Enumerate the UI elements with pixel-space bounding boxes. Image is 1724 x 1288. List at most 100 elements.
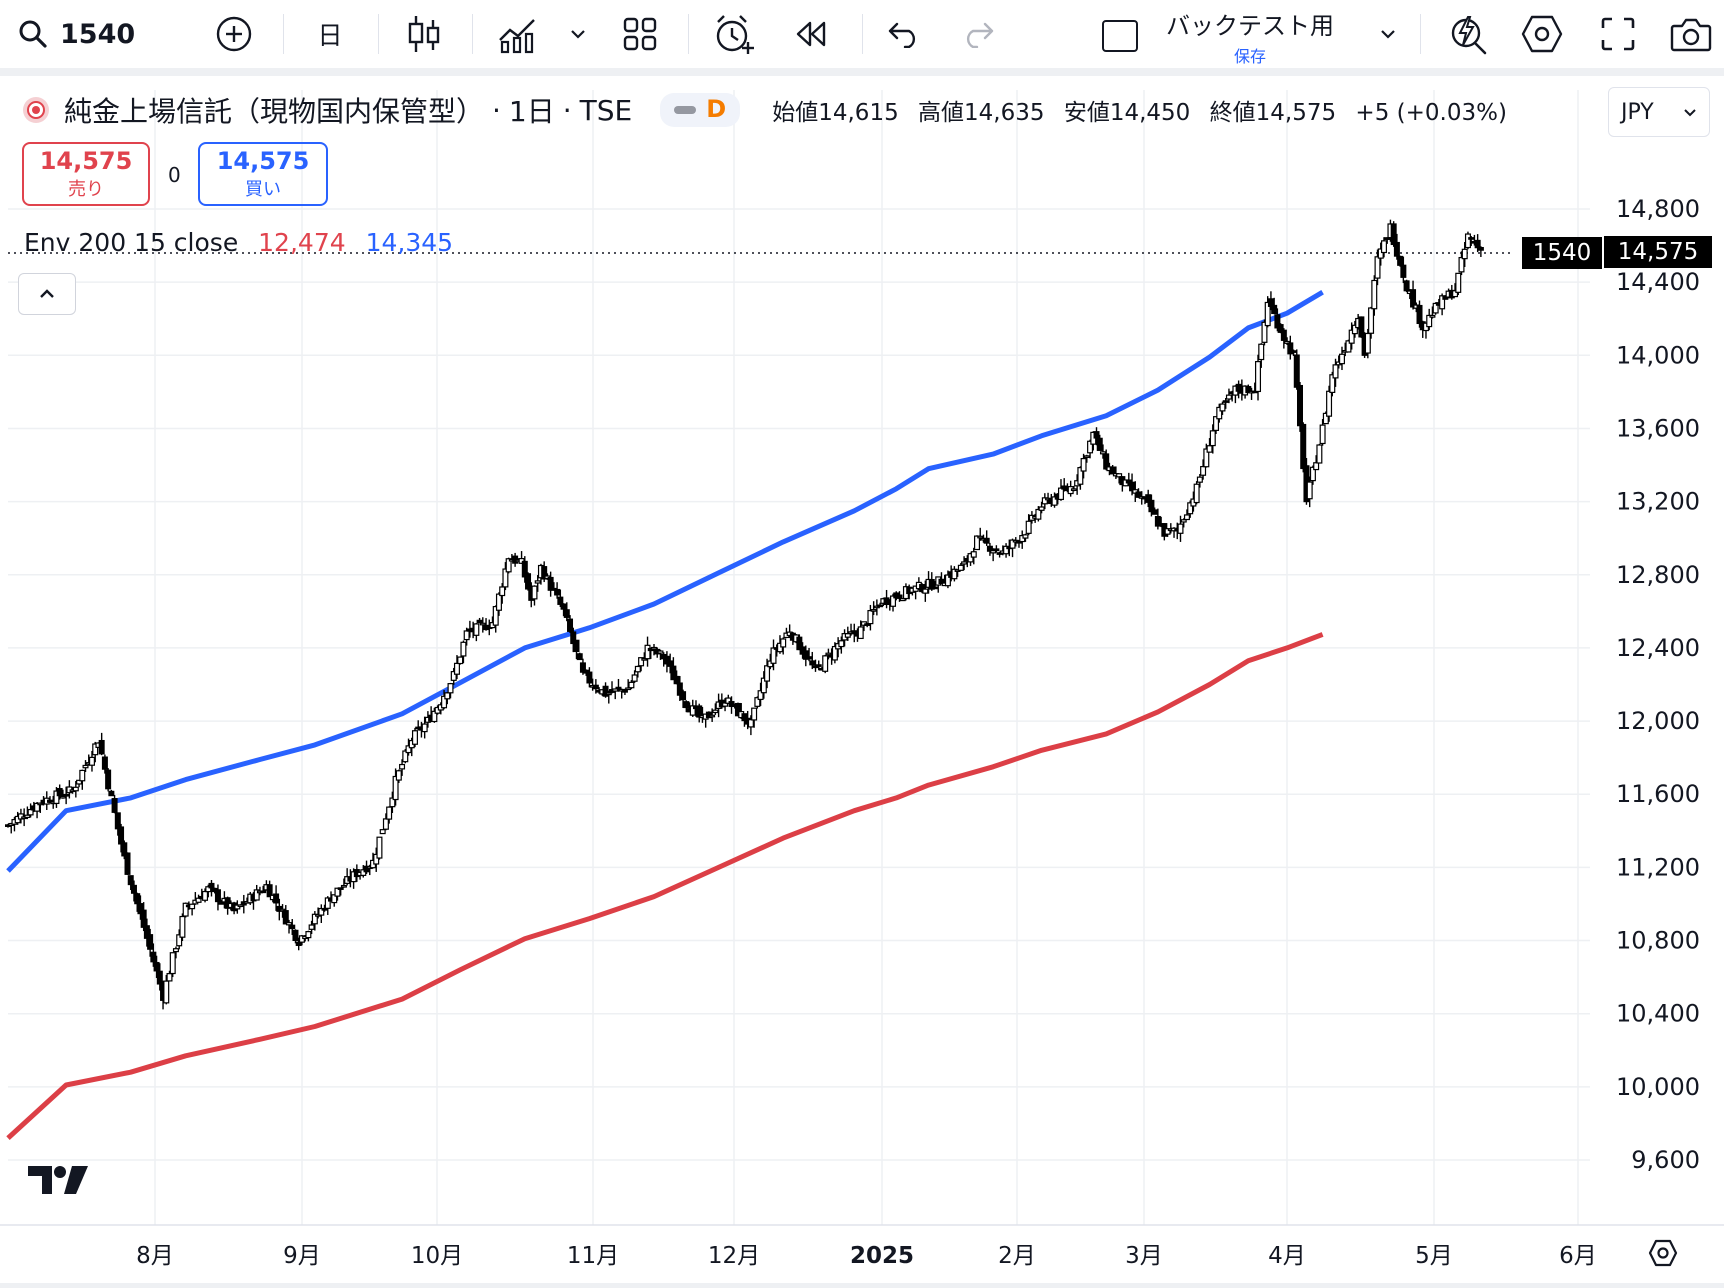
- fullscreen-button[interactable]: [1596, 12, 1640, 56]
- candle: [1171, 527, 1178, 538]
- compare-button[interactable]: [212, 12, 256, 56]
- candle: [1035, 506, 1042, 522]
- backtest-label[interactable]: バックテスト用 保存: [1166, 6, 1334, 67]
- candle: [1009, 538, 1016, 558]
- snapshot-button[interactable]: [1668, 12, 1714, 56]
- indicator-lower: 12,474: [258, 228, 346, 257]
- candle: [525, 572, 532, 591]
- candle: [1364, 328, 1371, 359]
- candle: [1019, 530, 1026, 549]
- buy-button[interactable]: 14,575 買い: [198, 142, 328, 206]
- candle: [253, 884, 260, 901]
- candle: [1332, 358, 1339, 387]
- candle: [873, 599, 880, 616]
- candle: [822, 654, 829, 674]
- candle: [1038, 501, 1045, 514]
- candle: [150, 943, 157, 967]
- candle: [79, 769, 86, 790]
- grid-icon: [623, 17, 657, 51]
- legend-exchange[interactable]: TSE: [579, 93, 633, 127]
- replay-button[interactable]: [790, 12, 834, 56]
- candle: [1151, 507, 1158, 515]
- settings-button[interactable]: [1518, 10, 1566, 58]
- interval-button[interactable]: 日: [317, 21, 343, 50]
- indicators-button[interactable]: [496, 10, 540, 58]
- high-label: 高値: [918, 100, 965, 126]
- indicators-dropdown[interactable]: [566, 22, 590, 46]
- candle: [1258, 343, 1265, 368]
- legend-dot: ·: [492, 93, 501, 127]
- axis-settings-button[interactable]: [1646, 1236, 1680, 1270]
- candle: [1274, 308, 1281, 332]
- candle: [308, 920, 315, 935]
- candle: [218, 899, 225, 905]
- quick-search-button[interactable]: [1444, 10, 1492, 58]
- candle: [877, 602, 884, 608]
- undo-icon: [888, 22, 916, 48]
- candle: [1400, 256, 1407, 284]
- candle: [108, 789, 115, 797]
- delay-pill[interactable]: D: [660, 93, 741, 127]
- price-tick-label: 11,200: [1616, 853, 1700, 881]
- candle: [1216, 403, 1223, 423]
- candle: [340, 878, 347, 888]
- candle: [463, 627, 470, 646]
- candle: [1267, 291, 1274, 311]
- candle: [1316, 443, 1323, 464]
- redo-button[interactable]: [956, 12, 1000, 56]
- candle: [1015, 540, 1022, 548]
- candle: [896, 591, 903, 602]
- tradingview-logo[interactable]: [28, 1164, 90, 1200]
- ohlc-values: 始値14,615 高値14,635 安値14,450 終値14,575 +5 (…: [772, 93, 1507, 127]
- sell-button[interactable]: 14,575 売り: [22, 142, 150, 206]
- price-tick-label: 13,600: [1616, 414, 1700, 442]
- candle: [802, 645, 809, 667]
- indicator-name: Env 200 15 close: [24, 228, 239, 257]
- candle: [770, 639, 777, 671]
- undo-button[interactable]: [882, 12, 926, 56]
- collapse-legend-button[interactable]: [18, 273, 76, 315]
- candle: [1057, 479, 1064, 501]
- bottom-border: [0, 1283, 1724, 1288]
- candle: [993, 545, 1000, 553]
- layout-button[interactable]: [618, 12, 662, 56]
- candle: [857, 620, 864, 640]
- candle: [24, 806, 31, 820]
- indicator-legend[interactable]: Env 200 15 close 12,474 14,345: [24, 228, 453, 257]
- toolbar-divider: [688, 14, 689, 54]
- candle: [541, 561, 548, 583]
- candle: [1164, 528, 1171, 537]
- symbol-search[interactable]: 1540: [18, 12, 135, 56]
- candle: [1116, 473, 1123, 484]
- alert-button[interactable]: [710, 10, 758, 58]
- chevron-down-icon: [1381, 30, 1395, 39]
- candle: [373, 847, 380, 872]
- chart-type-button[interactable]: [400, 10, 448, 58]
- candle: [1200, 459, 1207, 480]
- candle: [650, 643, 657, 656]
- candle: [379, 829, 386, 835]
- toolbar-divider: [862, 14, 863, 54]
- backtest-checkbox[interactable]: [1100, 16, 1140, 56]
- toolbar-separator: [0, 68, 1724, 76]
- candle: [1109, 464, 1116, 475]
- backtest-dropdown[interactable]: [1376, 22, 1400, 46]
- candle: [521, 556, 528, 583]
- candle: [967, 552, 974, 566]
- price-chart[interactable]: 8月 9月 10月 11月 12月 2025 2月 3月 4月 5月 6月 9,600 10,000 1…: [0, 76, 1724, 1286]
- candle: [337, 887, 344, 896]
- chevron-up-icon: [40, 289, 54, 298]
- price-tick-label: 14,800: [1616, 195, 1700, 223]
- candle: [1145, 489, 1152, 508]
- symbol-title[interactable]: 純金上場信託（現物国内保管型）: [64, 95, 485, 128]
- legend-interval[interactable]: 1日: [508, 95, 555, 128]
- price-tick-label: 11,600: [1616, 780, 1700, 808]
- candle: [1125, 472, 1132, 487]
- candle: [76, 779, 83, 788]
- candle: [105, 768, 112, 792]
- open-value: 14,615: [818, 100, 899, 126]
- candle: [289, 919, 296, 935]
- candle: [641, 652, 648, 661]
- candle: [479, 617, 486, 633]
- currency-selector[interactable]: JPY: [1608, 87, 1710, 137]
